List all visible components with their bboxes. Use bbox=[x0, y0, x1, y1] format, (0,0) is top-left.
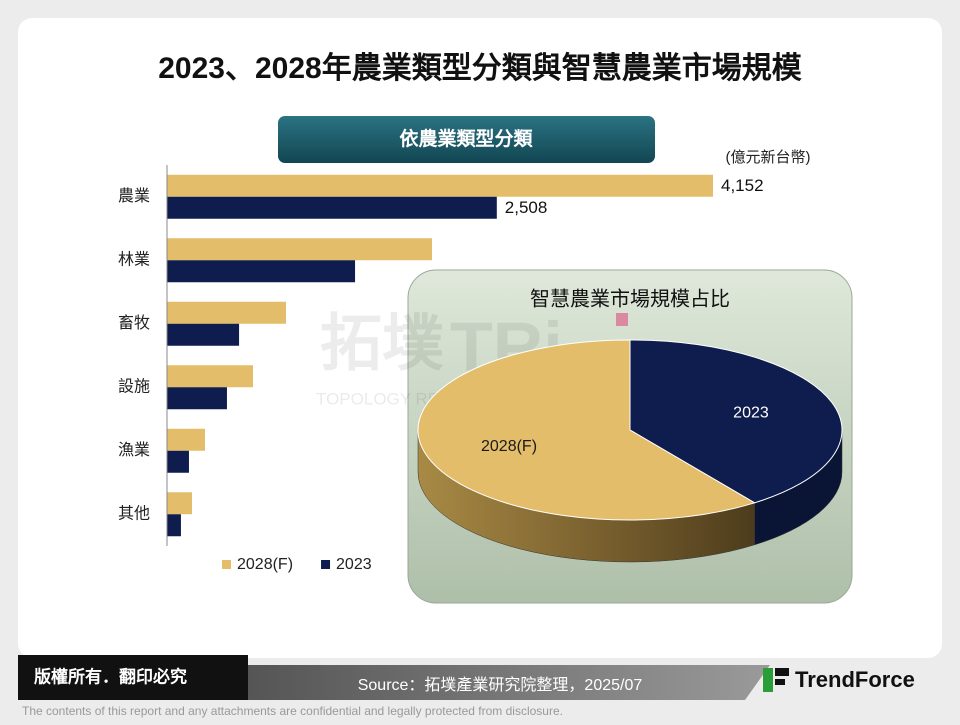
bar bbox=[167, 514, 181, 537]
bar bbox=[167, 428, 206, 451]
subtitle: 依農業類型分類 bbox=[399, 127, 533, 150]
subtitle-box bbox=[278, 116, 655, 163]
pie-label: 2023 bbox=[733, 405, 769, 422]
watermark: 拓墣 bbox=[320, 309, 444, 378]
bar bbox=[167, 238, 432, 261]
bar bbox=[167, 196, 497, 219]
source: Source：拓墣產業研究院整理，2025/07 bbox=[358, 676, 643, 694]
y-tick-label: 漁業 bbox=[118, 441, 150, 459]
bar bbox=[167, 260, 356, 283]
value-label: 2,508 bbox=[505, 198, 548, 217]
footer-left bbox=[18, 655, 248, 700]
bar bbox=[167, 492, 192, 515]
footer-band bbox=[248, 665, 770, 700]
bar bbox=[167, 174, 713, 197]
legend-swatch bbox=[321, 560, 331, 569]
pie-label: 2028(F) bbox=[481, 438, 537, 455]
legend-swatch bbox=[222, 560, 231, 569]
disclaimer: The contents of this report and any atta… bbox=[22, 704, 563, 718]
y-tick-label: 林業 bbox=[118, 250, 150, 268]
bar bbox=[167, 301, 287, 324]
brand: TrendForce bbox=[795, 667, 915, 692]
legend-label: 2028(F) bbox=[237, 556, 293, 573]
legend-label: 2023 bbox=[336, 556, 372, 573]
logo-icon bbox=[775, 668, 789, 676]
unit-label: (億元新台幣) bbox=[726, 149, 811, 166]
logo-icon bbox=[775, 679, 785, 685]
bar bbox=[167, 387, 227, 410]
pie-title: 智慧農業市場規模占比 bbox=[530, 287, 730, 310]
bar bbox=[167, 450, 189, 473]
y-tick-label: 農業 bbox=[118, 187, 150, 205]
y-tick-label: 設施 bbox=[118, 377, 150, 395]
y-tick-label: 其他 bbox=[118, 504, 150, 522]
slide-title: 2023、2028年農業類型分類與智慧農業市場規模 bbox=[158, 51, 801, 85]
pie-marker bbox=[616, 313, 628, 326]
copyright: 版權所有．翻印必究 bbox=[34, 666, 187, 686]
bar bbox=[167, 365, 254, 388]
pie-slice bbox=[417, 339, 756, 521]
pie-slice bbox=[629, 339, 843, 504]
bar bbox=[167, 323, 240, 346]
value-label: 4,152 bbox=[721, 176, 764, 195]
logo-icon bbox=[763, 668, 773, 692]
y-tick-label: 畜牧 bbox=[118, 314, 150, 332]
